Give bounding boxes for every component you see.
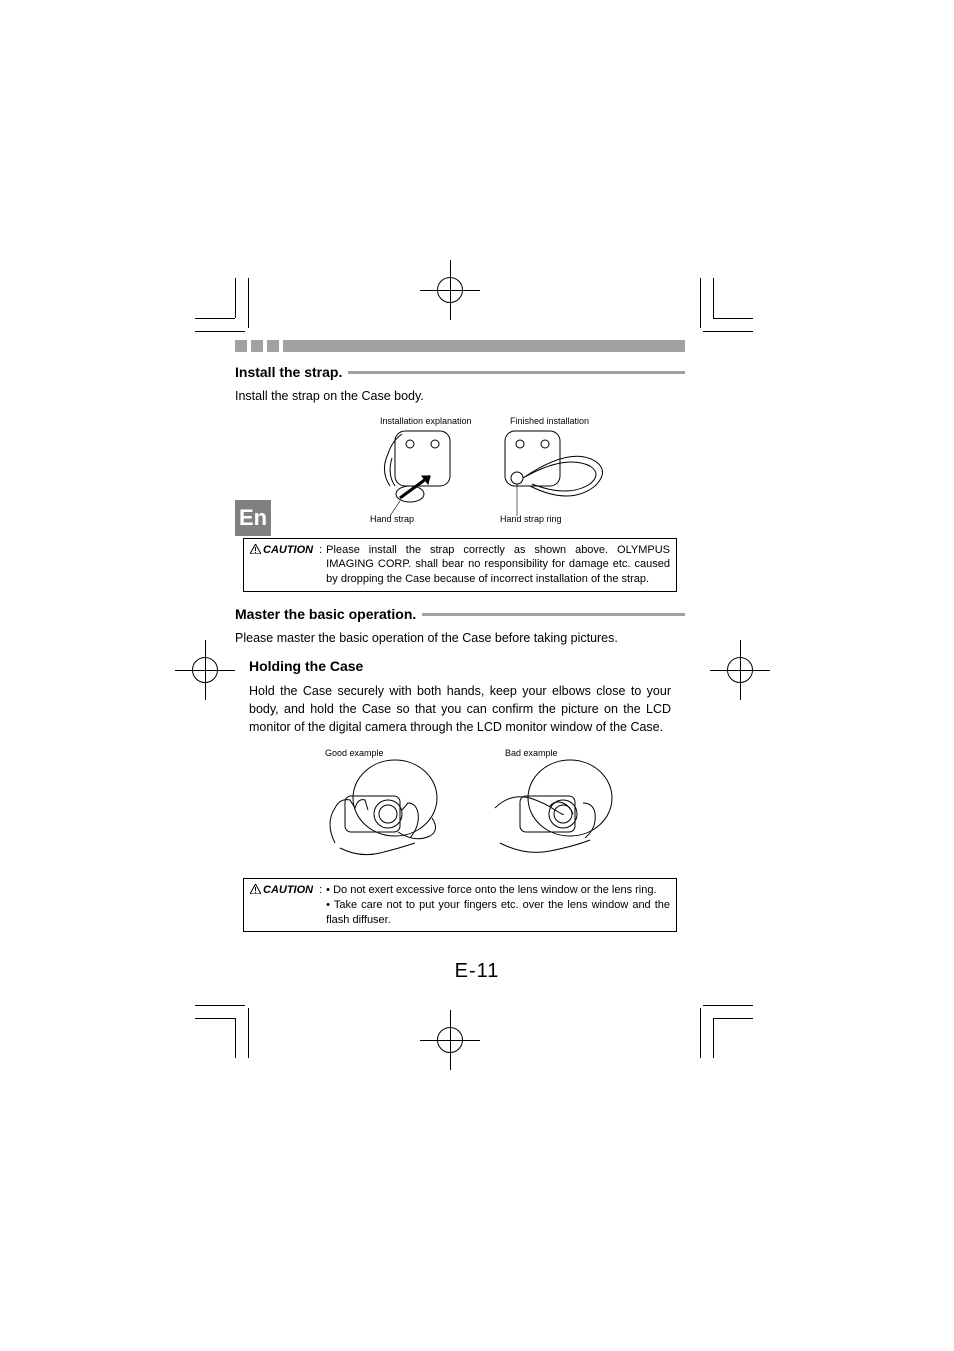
subsection-text-holding: Hold the Case securely with both hands, … <box>249 682 671 736</box>
label-hand-strap: Hand strap <box>370 514 414 524</box>
caution-text-strap: Please install the strap correctly as sh… <box>326 543 670 588</box>
caution-label: CAUTION <box>250 543 313 588</box>
warning-icon <box>250 884 261 894</box>
section1-intro: Install the strap on the Case body. <box>235 388 685 406</box>
crop-mark-top-left <box>195 278 255 338</box>
label-bad-example: Bad example <box>505 748 558 758</box>
registration-mark-right <box>710 640 770 700</box>
section-title: Master the basic operation. <box>235 606 416 622</box>
subsection-title-holding: Holding the Case <box>249 658 685 674</box>
figure-strap-installation: Installation explanation Finished instal… <box>310 416 610 526</box>
label-good-example: Good example <box>325 748 384 758</box>
caution-box-holding: CAUTION : • Do not exert excessive force… <box>243 878 677 933</box>
registration-mark-left <box>175 640 235 700</box>
section-heading-master-operation: Master the basic operation. <box>235 606 685 622</box>
caution-label: CAUTION <box>250 883 313 928</box>
caution-text-holding: • Do not exert excessive force onto the … <box>326 883 670 928</box>
section2-intro: Please master the basic operation of the… <box>235 630 685 648</box>
warning-icon <box>250 544 261 554</box>
crop-mark-bottom-left <box>195 998 255 1058</box>
caution-box-strap: CAUTION : Please install the strap corre… <box>243 538 677 593</box>
section-heading-install-strap: Install the strap. <box>235 364 685 380</box>
section-title: Install the strap. <box>235 364 342 380</box>
registration-mark-bottom <box>420 1010 480 1070</box>
label-hand-strap-ring: Hand strap ring <box>500 514 562 524</box>
crop-mark-top-right <box>693 278 753 338</box>
page-body: Install the strap. Install the strap on … <box>235 340 685 946</box>
crop-mark-bottom-right <box>693 998 753 1058</box>
decorative-header-bar <box>235 340 685 352</box>
figure-holding-examples: Good example Bad example <box>280 748 640 868</box>
page-number: E-11 <box>0 960 954 983</box>
registration-mark-top <box>420 260 480 320</box>
